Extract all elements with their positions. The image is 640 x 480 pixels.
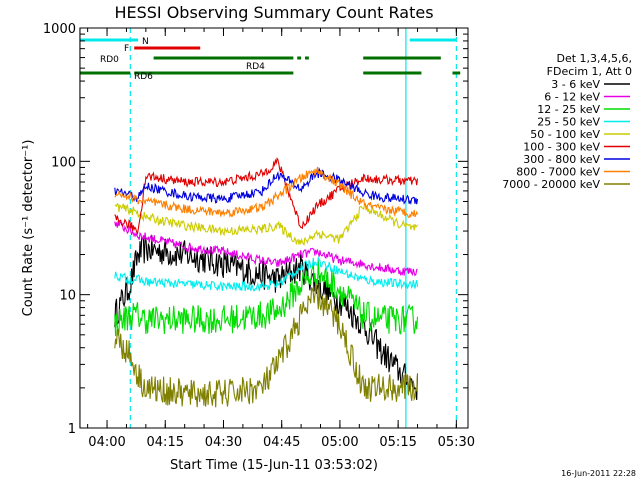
plot-area — [79, 28, 457, 428]
series-line-12-25kev — [114, 258, 419, 337]
legend-label-2: 12 - 25 keV — [537, 103, 600, 116]
y-tick-label-1: 10 — [59, 289, 76, 304]
legend-label-6: 300 - 800 keV — [523, 153, 600, 166]
flag-label-rd6: RD6 — [134, 72, 153, 82]
series-line-800-7000kev — [114, 166, 419, 219]
flag-label-rd0: RD0 — [100, 55, 119, 65]
flag-label-n: N — [142, 37, 149, 47]
y-tick-label-2: 100 — [51, 155, 76, 170]
timestamp-footer: 16-Jun-2011 22:28 — [561, 469, 636, 478]
x-tick-label-0: 04:00 — [88, 435, 125, 450]
y-tick-label-0: 1 — [68, 422, 76, 437]
series-line-300-800kev — [114, 166, 419, 206]
x-tick-label-3: 04:45 — [263, 435, 300, 450]
series-line-6-12kev — [114, 220, 418, 277]
y-tick-label-3: 1000 — [43, 22, 76, 37]
y-axis-label: Count Rate (s⁻¹ detector⁻¹) — [21, 140, 36, 317]
plot-frame — [79, 27, 469, 429]
x-tick-label-4: 05:00 — [321, 435, 358, 450]
legend-label-5: 100 - 300 keV — [523, 141, 600, 154]
legend-label-1: 6 - 12 keV — [544, 91, 600, 104]
legend-label-4: 50 - 100 keV — [530, 128, 600, 141]
x-tick-label-6: 05:30 — [438, 435, 475, 450]
x-tick-label-1: 04:15 — [147, 435, 184, 450]
flag-label-f: F — [124, 44, 129, 54]
chart-title: HESSI Observing Summary Count Rates — [114, 3, 433, 22]
flag-bars: N F RD0 RD4 RD6 — [79, 37, 461, 82]
legend-header-0: Det 1,3,4,5,6, — [556, 52, 632, 65]
flag-label-rd4: RD4 — [246, 62, 265, 72]
series-line-3-6kev — [114, 235, 419, 401]
series-line-7000-20000kev — [114, 283, 419, 408]
series-line-25-50kev — [114, 256, 419, 292]
legend-label-8: 7000 - 20000 keV — [502, 178, 600, 191]
legend: Det 1,3,4,5,6,FDecim 1, Att 03 - 6 keV6 … — [502, 52, 632, 191]
x-axis-label: Start Time (15-Jun-11 03:53:02) — [170, 458, 378, 473]
axes: 04:00 04:15 04:30 04:45 05:00 05:15 05:30 1 10 10… — [43, 22, 475, 450]
legend-label-0: 3 - 6 keV — [551, 78, 600, 91]
legend-label-3: 25 - 50 keV — [537, 116, 600, 129]
legend-header-1: FDecim 1, Att 0 — [547, 65, 632, 78]
x-tick-label-5: 05:15 — [379, 435, 416, 450]
x-tick-label-2: 04:30 — [205, 435, 242, 450]
legend-label-7: 800 - 7000 keV — [516, 166, 600, 179]
series-line-100-300kev — [114, 157, 419, 235]
